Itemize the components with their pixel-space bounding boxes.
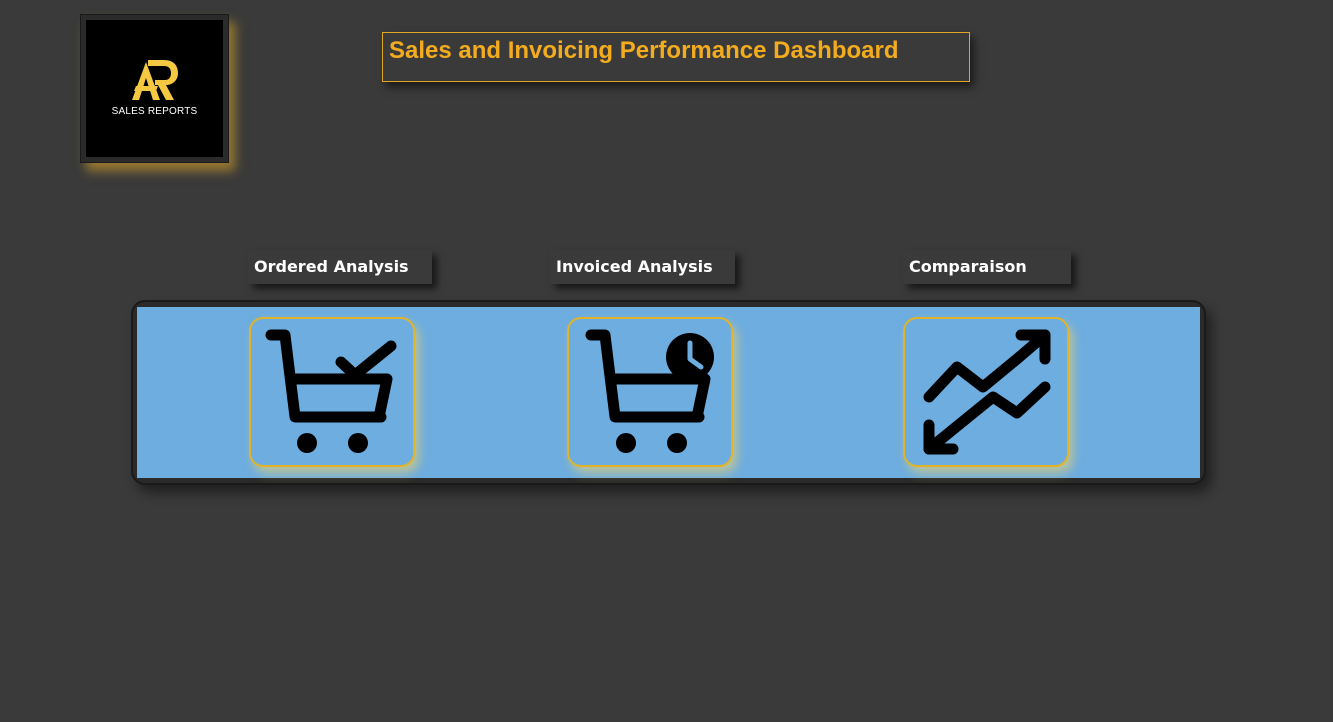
page-title: Sales and Invoicing Performance Dashboar… <box>389 37 899 64</box>
ordered-analysis-button[interactable] <box>249 317 415 467</box>
logo-text: SALES REPORTS <box>111 106 198 117</box>
cart-clock-icon <box>585 329 714 453</box>
dashboard-title-box: Sales and Invoicing Performance Dashboar… <box>382 32 970 82</box>
invoiced-analysis-button[interactable] <box>567 317 733 467</box>
cart-check-icon <box>265 329 397 453</box>
logo-panel: SALES REPORTS <box>86 20 223 157</box>
logo-box: SALES REPORTS <box>80 14 229 163</box>
comparaison-label: Comparaison <box>903 250 1071 284</box>
ar-logo-icon <box>132 60 178 100</box>
trend-arrows-icon <box>923 329 1051 455</box>
ordered-analysis-label: Ordered Analysis <box>248 250 432 284</box>
comparaison-button[interactable] <box>903 317 1069 467</box>
invoiced-analysis-label: Invoiced Analysis <box>550 250 735 284</box>
